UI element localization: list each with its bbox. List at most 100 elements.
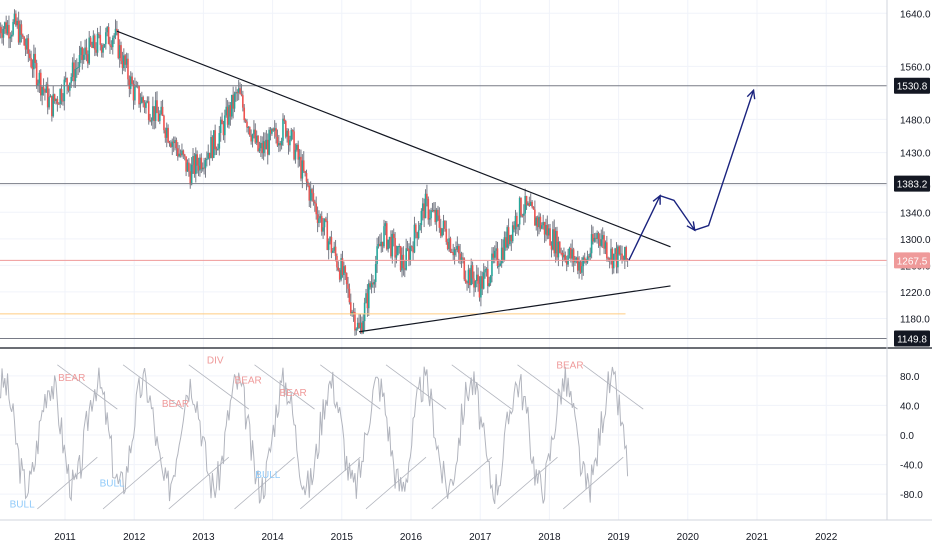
candle-down	[621, 253, 623, 260]
candle-up	[448, 238, 450, 249]
time-axis-tick: 2017	[469, 532, 492, 543]
candle-up	[441, 228, 443, 236]
candle-up	[578, 261, 580, 271]
candle-up	[401, 254, 403, 271]
candle-down	[250, 135, 252, 142]
candle-down	[20, 24, 23, 35]
candle-up	[96, 33, 99, 53]
candle-down	[592, 234, 594, 242]
candle-down	[170, 143, 172, 147]
candle-up	[424, 193, 427, 219]
candle-down	[124, 55, 127, 65]
current-price-badge	[894, 252, 930, 269]
candle-down	[487, 268, 489, 286]
candle-down	[611, 248, 614, 269]
candle-up	[409, 246, 412, 261]
candle-up	[181, 150, 183, 156]
candle-down	[513, 225, 515, 230]
drawing-tools	[116, 30, 756, 333]
candle-up	[596, 233, 598, 239]
candle-down	[532, 206, 535, 210]
candle-up	[118, 45, 121, 59]
candle-down	[53, 94, 56, 102]
candle-up	[456, 246, 459, 250]
candle-up	[33, 53, 35, 70]
candle-down	[261, 142, 264, 154]
oscillator-signal-line	[320, 364, 381, 410]
candle-down	[341, 258, 344, 276]
time-axis-tick: 2018	[538, 532, 561, 543]
candle-up	[493, 250, 496, 258]
candle-down	[588, 256, 590, 258]
candle-up	[332, 250, 334, 253]
candle-up	[547, 228, 550, 236]
candle-down	[229, 105, 232, 117]
candle-up	[150, 120, 153, 122]
candle-up	[212, 130, 215, 158]
candle-up	[141, 97, 143, 103]
candle-up	[575, 257, 578, 260]
candle-down	[266, 139, 269, 155]
candle-up	[114, 28, 117, 36]
osc-axis-tick: 80.0	[900, 372, 920, 383]
grid-lines	[0, 0, 887, 520]
candle-down	[100, 44, 103, 53]
trendline	[116, 30, 671, 248]
candle-down	[51, 95, 53, 117]
candle-up	[52, 94, 55, 117]
candle-up	[2, 28, 5, 38]
candle-up	[102, 47, 104, 53]
candle-down	[23, 36, 25, 46]
candle-down	[570, 247, 572, 259]
candle-up	[265, 139, 268, 150]
candle-up	[387, 239, 389, 250]
candle-up	[9, 36, 12, 39]
candle-down	[153, 106, 156, 121]
candle-up	[590, 234, 593, 254]
candle-down	[300, 156, 302, 179]
candle-down	[257, 135, 259, 152]
candle-down	[197, 165, 200, 171]
candle-up	[518, 197, 521, 225]
candle-up	[199, 157, 201, 171]
candle-up	[280, 140, 283, 146]
level-price-badge	[894, 77, 930, 94]
candle-down	[161, 106, 164, 116]
candle-down	[572, 249, 575, 263]
candle-down	[618, 246, 621, 255]
time-axis-tick: 2020	[677, 532, 700, 543]
candle-up	[309, 189, 312, 201]
candle-up	[581, 266, 583, 273]
candle-down	[99, 34, 102, 45]
candle-up	[80, 47, 82, 56]
candle-up	[322, 227, 324, 232]
candle-down	[305, 173, 308, 182]
candle-up	[139, 102, 142, 105]
projection-path	[628, 90, 755, 261]
candle-up	[586, 256, 589, 263]
candle-down	[314, 201, 316, 204]
candle-down	[120, 45, 122, 62]
candle-up	[282, 118, 284, 141]
candle-down	[28, 53, 31, 59]
price-axis-tick: 1430.0	[900, 149, 931, 160]
candle-down	[505, 237, 507, 248]
candle-down	[520, 197, 522, 216]
candle-up	[294, 149, 297, 160]
candle-down	[463, 258, 466, 280]
candle-down	[599, 239, 601, 246]
candle-up	[3, 22, 6, 29]
candle-down	[608, 258, 611, 260]
candle-down	[269, 129, 272, 134]
candle-down	[60, 89, 63, 101]
candle-up	[589, 253, 592, 258]
candle-down	[337, 267, 340, 271]
candle-up	[273, 128, 276, 131]
candle-up	[6, 24, 9, 34]
candle-up	[619, 253, 622, 255]
candle-up	[484, 269, 486, 273]
candle-up	[206, 158, 208, 161]
candle-up	[593, 237, 596, 242]
candle-up	[470, 265, 473, 286]
candle-up	[435, 209, 438, 223]
